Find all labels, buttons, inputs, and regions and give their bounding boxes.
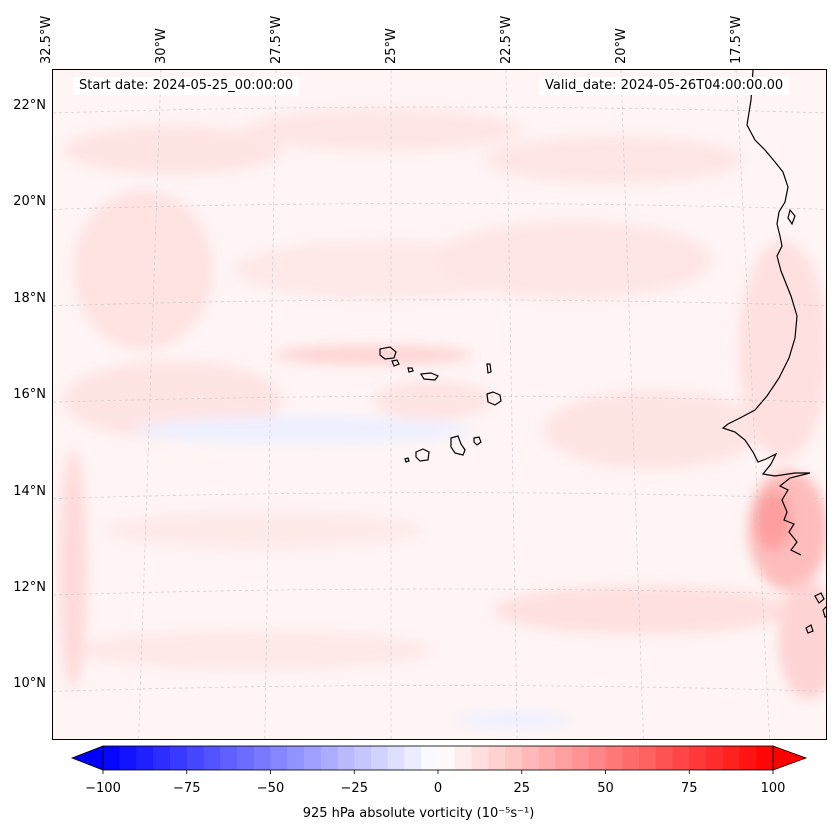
colorbar-tick-label: −75	[173, 781, 201, 796]
colorbar-cell	[588, 746, 606, 770]
latitude-label: 10°N	[13, 676, 46, 692]
africa-coastline	[721, 70, 826, 634]
colorbar-cell	[639, 746, 657, 770]
latitude-label: 20°N	[13, 194, 46, 210]
colorbar-cell	[170, 746, 188, 770]
gridlines	[53, 70, 826, 739]
colorbar-cell	[237, 746, 255, 770]
colorbar-cell	[253, 746, 271, 770]
latitude-gridline	[53, 299, 826, 307]
colorbar-cell	[186, 746, 204, 770]
colorbar-cell	[220, 746, 238, 770]
colorbar-cell	[739, 746, 757, 770]
colorbar-cell	[119, 746, 137, 770]
latitude-label: 18°N	[13, 290, 46, 306]
latitude-gridline	[53, 492, 826, 499]
colorbar-tick-label: 25	[513, 781, 531, 796]
vorticity-map	[53, 70, 826, 739]
colorbar-cell	[136, 746, 154, 770]
colorbar-cell	[371, 746, 389, 770]
colorbar-cell	[103, 746, 121, 770]
colorbar-cell	[538, 746, 556, 770]
latitude-gridline	[53, 685, 826, 692]
colorbar-cell	[689, 746, 707, 770]
colorbar-cell	[488, 746, 506, 770]
colorbar-tick-label: 100	[760, 781, 786, 796]
start-date-label: Start date: 2024-05-25_00:00:00	[73, 77, 300, 95]
colorbar-cell	[304, 746, 322, 770]
colorbar-cell	[605, 746, 623, 770]
latitude-label: 22°N	[13, 98, 46, 113]
longitude-label: 17.5°W	[729, 15, 744, 64]
colorbar-cell	[672, 746, 690, 770]
colorbar	[70, 745, 808, 774]
colorbar-cell	[706, 746, 724, 770]
colorbar-cell	[287, 746, 305, 770]
colorbar-label: 925 hPa absolute vorticity (10⁻⁵s⁻¹)	[302, 806, 535, 821]
colorbar-cell	[404, 746, 422, 770]
latitude-gridline	[53, 395, 826, 403]
colorbar-tick-label: −50	[256, 781, 285, 796]
colorbar-cell	[505, 746, 523, 770]
map-panel	[52, 69, 827, 740]
colorbar-cell	[203, 746, 221, 770]
longitude-label: 25°W	[384, 28, 399, 64]
longitude-label: 22.5°W	[499, 15, 514, 64]
latitude-label: 14°N	[13, 483, 46, 499]
colorbar-tick-label: −100	[85, 781, 121, 796]
longitude-label: 20°W	[614, 28, 629, 64]
colorbar-tick-label: 75	[680, 781, 698, 796]
colorbar-cell	[320, 746, 338, 770]
colorbar-cell	[471, 746, 489, 770]
colorbar-cell	[756, 746, 774, 770]
latitude-gridline	[53, 203, 826, 210]
latitude-gridline	[53, 588, 826, 596]
colorbar-high-extend	[772, 745, 808, 771]
colorbar-tick-label: 50	[597, 781, 614, 796]
colorbar-cell	[722, 746, 740, 770]
cape-verde-islands	[379, 346, 502, 463]
colorbar-cell	[438, 746, 456, 770]
colorbar-cell	[555, 746, 573, 770]
colorbar-tick-label: 0	[433, 781, 443, 796]
longitude-label: 30°W	[154, 28, 169, 64]
colorbar-cell	[572, 746, 590, 770]
colorbar-cell	[354, 746, 372, 770]
colorbar-cell	[655, 746, 673, 770]
longitude-gridline	[620, 70, 644, 739]
colorbar-cell	[521, 746, 539, 770]
valid-date-label: Valid_date: 2024-05-26T04:00:00.00	[539, 77, 790, 95]
longitude-gridline	[735, 70, 771, 739]
colorbar-cell	[387, 746, 405, 770]
longitude-gridline	[264, 70, 277, 739]
longitude-label: 32.5°W	[39, 15, 54, 64]
latitude-label: 12°N	[13, 580, 46, 595]
colorbar-cells	[103, 746, 774, 770]
colorbar-cell	[337, 746, 355, 770]
latitude-gridline	[53, 106, 826, 114]
colorbar-low-extend	[70, 745, 104, 771]
colorbar-cell	[153, 746, 171, 770]
longitude-gridline	[505, 70, 518, 739]
colorbar-cell	[454, 746, 472, 770]
colorbar-tick-label: −25	[340, 781, 368, 796]
latitude-label: 16°N	[13, 387, 46, 403]
colorbar-cell	[421, 746, 439, 770]
longitude-gridline	[138, 70, 162, 739]
longitude-label: 27.5°W	[269, 15, 284, 64]
colorbar-cell	[622, 746, 640, 770]
colorbar-ticks	[102, 770, 774, 774]
colorbar-cell	[270, 746, 288, 770]
